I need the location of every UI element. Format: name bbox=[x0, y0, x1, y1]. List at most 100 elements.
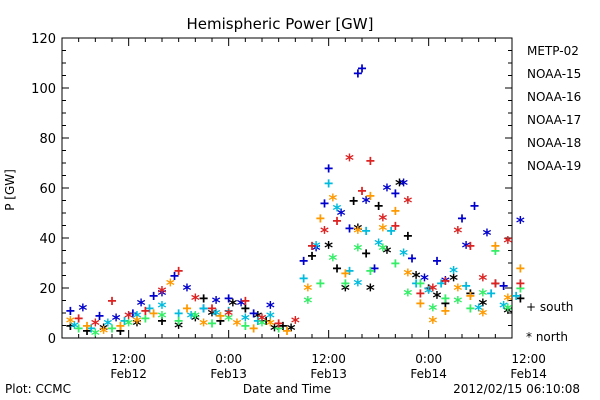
data-point: * bbox=[69, 319, 79, 339]
data-point: + bbox=[491, 237, 500, 255]
data-point: * bbox=[265, 316, 275, 336]
data-point: + bbox=[249, 304, 258, 322]
data-point: * bbox=[124, 309, 134, 329]
data-point: + bbox=[107, 319, 116, 337]
data-point: * bbox=[478, 306, 488, 326]
data-point: * bbox=[303, 294, 313, 314]
data-point: * bbox=[190, 291, 200, 311]
data-point: * bbox=[199, 316, 209, 336]
data-point: * bbox=[399, 176, 409, 196]
data-point: + bbox=[320, 194, 329, 212]
data-point: * bbox=[428, 301, 438, 321]
data-point: * bbox=[440, 274, 450, 294]
plot-area: + + * + * + * *+*+* +*+*+*+ *+*+*+*+**+* +*+*+*+*+… bbox=[61, 37, 525, 346]
data-point: * bbox=[132, 314, 142, 334]
symbol-legend: + south * north bbox=[526, 300, 573, 344]
chart-title: Hemispheric Power [GW] bbox=[187, 15, 374, 33]
data-point: * bbox=[344, 151, 354, 171]
data-point: * bbox=[303, 281, 313, 301]
data-point: + bbox=[366, 152, 375, 170]
data-point: + bbox=[66, 317, 75, 335]
data-point: * bbox=[90, 326, 100, 346]
data-point: * bbox=[253, 309, 263, 329]
symbol-legend-entry: + south bbox=[526, 300, 573, 314]
data-point: * bbox=[236, 296, 246, 316]
y-tick-label: 20 bbox=[39, 282, 56, 297]
data-point: + bbox=[82, 317, 91, 335]
data-point: + bbox=[241, 299, 250, 317]
data-point: + bbox=[174, 312, 183, 330]
data-point: * bbox=[232, 316, 242, 336]
data-point: + bbox=[424, 279, 433, 297]
data-point: + bbox=[116, 322, 125, 340]
x-tick-time: 12:00 bbox=[511, 352, 546, 366]
data-point: * bbox=[478, 286, 488, 306]
data-point: + bbox=[262, 312, 271, 330]
data-point: * bbox=[378, 241, 388, 261]
data-point: * bbox=[515, 214, 525, 234]
data-point: * bbox=[461, 239, 471, 259]
data-point: + bbox=[491, 242, 500, 260]
data-point: + bbox=[95, 307, 104, 325]
data-point: + bbox=[274, 319, 283, 337]
data-point: + bbox=[466, 299, 475, 317]
data-point: + bbox=[157, 312, 166, 330]
data-point: + bbox=[441, 272, 450, 290]
legend: METP-02 NOAA-15 NOAA-16 NOAA-17 NOAA-18 NOAA-… bbox=[527, 44, 581, 173]
legend-entry: METP-02 bbox=[527, 44, 579, 58]
data-point: * bbox=[403, 194, 413, 214]
data-point: + bbox=[357, 182, 366, 200]
series-metp-02: + + * + * + * *+*+* +*+*+*+ *+*+*+*+**+* +*+*+*+*+ bbox=[66, 176, 525, 341]
data-point: + bbox=[207, 299, 216, 317]
data-point: * bbox=[257, 311, 267, 331]
data-point: * bbox=[332, 201, 342, 221]
series-noaa-17: + * + * + * + * + * + * +*+*+*+*+*+*+ * +*+*+ bbox=[74, 241, 525, 346]
data-point: + bbox=[441, 294, 450, 312]
data-point: + bbox=[466, 284, 475, 302]
data-point: * bbox=[211, 306, 221, 326]
data-point: * bbox=[165, 276, 175, 296]
data-point: + bbox=[466, 287, 475, 305]
legend-entry: NOAA-15 bbox=[527, 67, 581, 81]
data-point: + bbox=[391, 184, 400, 202]
data-point: + bbox=[316, 274, 325, 292]
data-point: * bbox=[290, 314, 300, 334]
legend-entry: NOAA-18 bbox=[527, 136, 581, 150]
data-point: + bbox=[416, 294, 425, 312]
data-point: * bbox=[286, 321, 296, 341]
data-point: + bbox=[207, 314, 216, 332]
data-point: + bbox=[341, 264, 350, 282]
data-point: * bbox=[328, 191, 338, 211]
x-axis-label: Date and Time bbox=[243, 382, 331, 396]
data-point: * bbox=[240, 311, 250, 331]
data-point: + bbox=[332, 259, 341, 277]
data-point: + bbox=[87, 319, 96, 337]
data-point: * bbox=[453, 281, 463, 301]
data-point: * bbox=[265, 299, 275, 319]
x-tick-date: Feb14 bbox=[510, 367, 547, 381]
data-point: + bbox=[366, 187, 375, 205]
data-point: * bbox=[411, 269, 421, 289]
data-point: * bbox=[174, 319, 184, 339]
x-tick-time: 0:00 bbox=[215, 352, 242, 366]
data-point: + bbox=[516, 279, 525, 297]
data-point: + bbox=[366, 262, 375, 280]
data-point: * bbox=[399, 246, 409, 266]
data-point: + bbox=[299, 269, 308, 287]
data-point: * bbox=[207, 306, 217, 326]
data-point: + bbox=[116, 317, 125, 335]
data-point: * bbox=[132, 316, 142, 336]
data-point: + bbox=[391, 254, 400, 272]
data-point: + bbox=[362, 244, 371, 262]
data-point: * bbox=[186, 309, 196, 329]
data-point: + bbox=[141, 309, 150, 327]
data-point: * bbox=[353, 276, 363, 296]
y-tick-label: 60 bbox=[39, 182, 56, 197]
data-point: + bbox=[174, 262, 183, 280]
data-point: + bbox=[357, 59, 366, 77]
symbol-legend-entry: * north bbox=[526, 330, 568, 344]
legend-entry: NOAA-16 bbox=[527, 90, 581, 104]
legend-entry: NOAA-17 bbox=[527, 113, 581, 127]
data-point: + bbox=[145, 299, 154, 317]
data-point: + bbox=[470, 197, 479, 215]
